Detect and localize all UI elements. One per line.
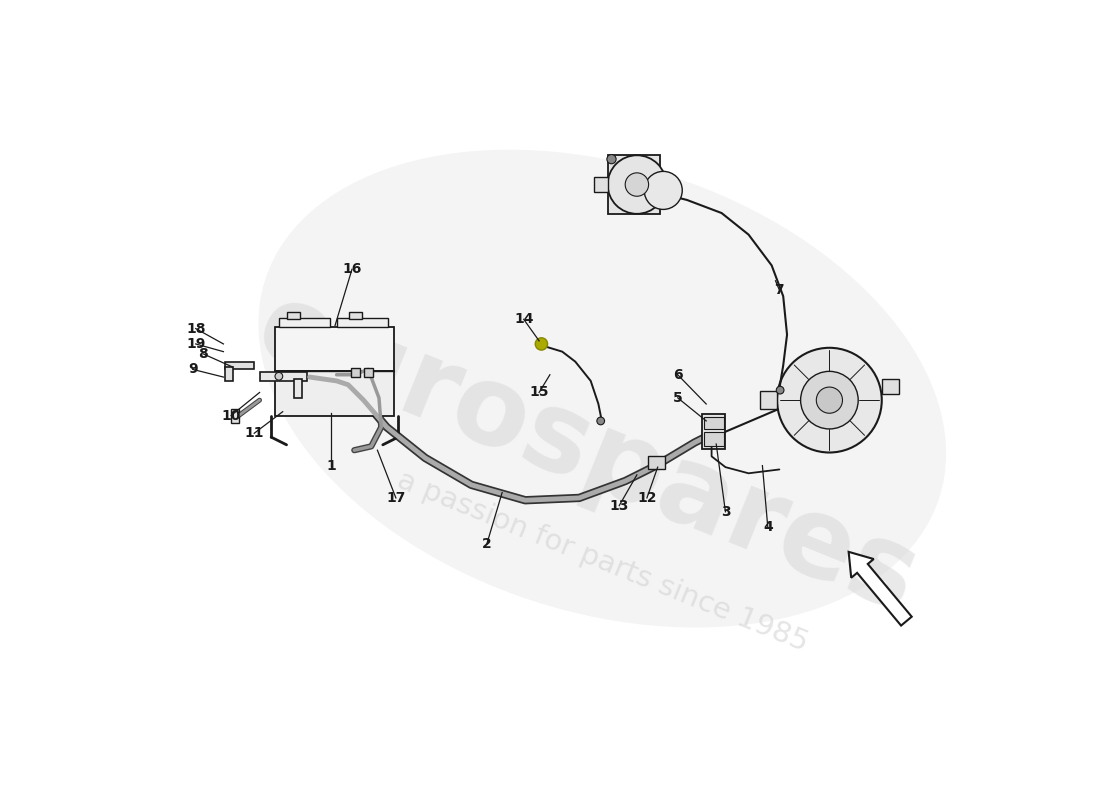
Text: 10: 10	[221, 409, 241, 422]
Bar	[363, 368, 373, 377]
Text: 12: 12	[637, 491, 657, 505]
Text: 2: 2	[482, 537, 492, 551]
Text: 6: 6	[673, 368, 682, 382]
Bar	[704, 433, 724, 446]
Text: eurospares: eurospares	[241, 273, 933, 635]
Bar	[882, 378, 899, 394]
Bar	[594, 177, 607, 192]
Bar	[607, 155, 660, 214]
Bar	[275, 371, 394, 415]
Text: 18: 18	[186, 322, 206, 335]
Text: 16: 16	[342, 262, 362, 276]
Circle shape	[597, 417, 605, 425]
Bar	[279, 318, 330, 327]
Circle shape	[536, 338, 548, 350]
Text: 14: 14	[514, 312, 534, 326]
Circle shape	[777, 348, 882, 453]
Text: 19: 19	[186, 337, 206, 351]
Circle shape	[625, 173, 649, 196]
Text: 11: 11	[244, 426, 264, 440]
Bar	[295, 378, 301, 398]
Text: 17: 17	[386, 491, 406, 505]
Bar	[649, 456, 666, 469]
Bar	[260, 372, 307, 381]
Bar	[231, 410, 239, 423]
Text: a passion for parts since 1985: a passion for parts since 1985	[393, 466, 812, 658]
Ellipse shape	[258, 150, 946, 627]
Text: 3: 3	[720, 505, 730, 519]
Bar	[224, 367, 232, 381]
Circle shape	[801, 371, 858, 429]
Text: 5: 5	[673, 391, 683, 405]
Circle shape	[777, 386, 784, 394]
Bar	[351, 368, 361, 377]
Bar	[704, 417, 724, 430]
Text: 1: 1	[327, 458, 337, 473]
Circle shape	[645, 171, 682, 210]
Text: 4: 4	[763, 520, 772, 534]
FancyArrow shape	[849, 552, 912, 626]
Circle shape	[607, 155, 667, 214]
Text: 9: 9	[188, 362, 197, 376]
Text: 7: 7	[774, 283, 784, 297]
Bar	[760, 391, 777, 410]
Bar	[349, 312, 363, 319]
Bar	[703, 414, 726, 449]
Circle shape	[275, 373, 283, 380]
Bar	[224, 362, 254, 370]
Bar	[275, 327, 394, 371]
Text: 8: 8	[198, 347, 208, 361]
Bar	[337, 318, 388, 327]
Circle shape	[607, 154, 616, 164]
Text: 13: 13	[609, 498, 629, 513]
Text: 15: 15	[529, 386, 549, 399]
Circle shape	[816, 387, 843, 414]
Bar	[286, 312, 300, 319]
